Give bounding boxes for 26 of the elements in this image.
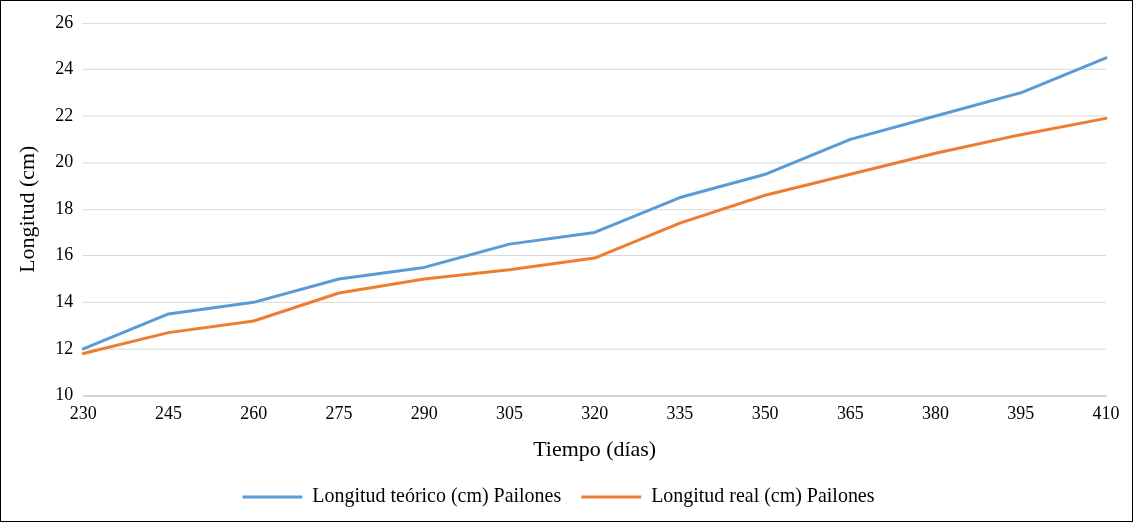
x-tick-label: 350 [751, 402, 779, 423]
x-tick-label: 410 [1092, 402, 1120, 423]
x-tick-label: 365 [836, 402, 864, 423]
x-tick-label: 230 [69, 402, 97, 423]
x-tick-label: 380 [922, 402, 950, 423]
x-tick-label: 395 [1007, 402, 1035, 423]
y-tick-label: 22 [55, 104, 74, 125]
x-tick-label: 290 [410, 402, 438, 423]
y-tick-label: 24 [55, 58, 74, 79]
legend-label: Longitud teórico (cm) Pailones [312, 484, 562, 508]
y-tick-label: 26 [55, 11, 74, 32]
y-tick-label: 14 [55, 291, 74, 312]
x-tick-label: 245 [155, 402, 182, 423]
x-tick-label: 275 [325, 402, 353, 423]
x-axis-title: Tiempo (días) [533, 435, 657, 461]
y-axis-title: Longitud (cm) [13, 145, 39, 273]
y-tick-label: 10 [55, 384, 74, 405]
x-tick-label: 260 [240, 402, 268, 423]
y-tick-label: 18 [55, 197, 74, 218]
y-tick-label: 16 [55, 244, 74, 265]
y-tick-label: 20 [55, 151, 74, 172]
x-tick-label: 320 [581, 402, 609, 423]
x-tick-label: 305 [495, 402, 523, 423]
legend-label: Longitud real (cm) Pailones [651, 484, 875, 508]
y-tick-label: 12 [55, 337, 74, 358]
x-tick-label: 335 [666, 402, 694, 423]
